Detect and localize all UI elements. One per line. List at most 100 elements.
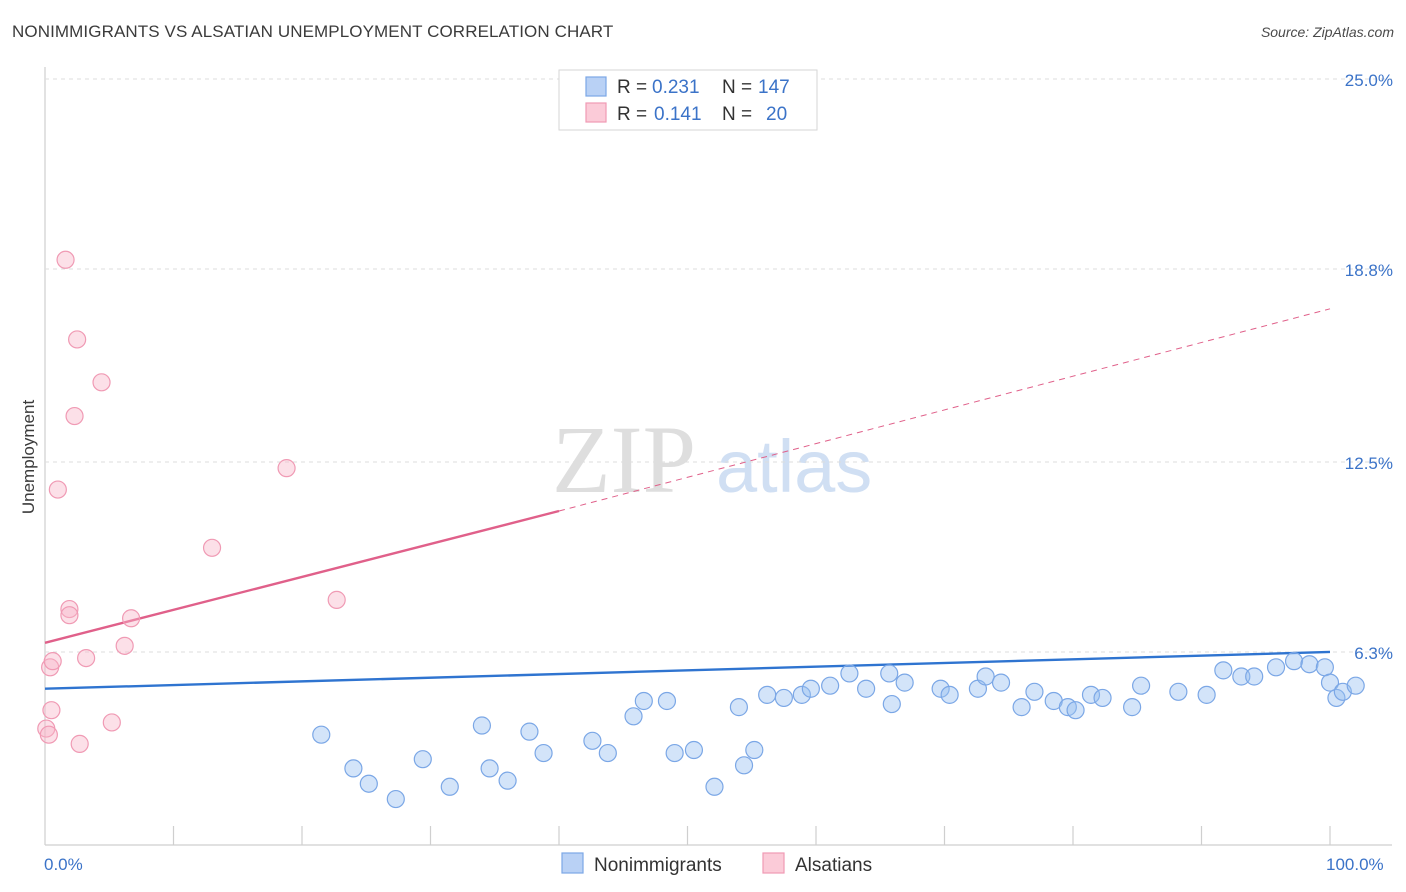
nonimmigrants-point — [583, 731, 602, 750]
nonimmigrants-point — [498, 771, 517, 790]
nonimmigrants-point — [729, 698, 749, 717]
legend-n-label-2: N = — [722, 104, 752, 125]
nonimmigrants-point — [1284, 652, 1304, 671]
nonimmigrants-point — [931, 679, 950, 698]
x-max-label: 100.0% — [1326, 855, 1384, 874]
nonimmigrants-point — [472, 716, 491, 735]
nonimmigrants-point — [534, 743, 553, 763]
nonimmigrants-point — [1012, 698, 1031, 717]
alsatians-point — [65, 406, 84, 426]
nonimmigrants-point — [840, 664, 859, 683]
series-label-alsatians: Alsatians — [795, 855, 872, 876]
nonimmigrants-point — [1081, 685, 1101, 704]
chart-title: NONIMMIGRANTS VS ALSATIAN UNEMPLOYMENT C… — [12, 22, 614, 41]
nonimmigrants-point — [705, 777, 724, 796]
x-min-label: 0.0% — [44, 855, 83, 874]
y-axis-label: Unemployment — [19, 400, 38, 515]
nonimmigrants-point — [1320, 673, 1340, 692]
nonimmigrants-point — [1066, 701, 1085, 720]
nonimmigrants-point — [1197, 685, 1216, 704]
nonimmigrants-point — [344, 759, 363, 778]
y-tick-label: 12.5% — [1345, 454, 1393, 473]
alsatians-point — [115, 636, 134, 655]
nonimmigrants-point — [1315, 658, 1334, 677]
nonimmigrants-point — [880, 664, 899, 683]
nonimmigrants-point — [634, 691, 653, 711]
alsatians-point — [42, 701, 61, 720]
nonimmigrants-point — [1123, 698, 1142, 717]
alsatians-point — [102, 713, 121, 732]
nonimmigrants-point — [1266, 658, 1286, 677]
data-points — [37, 250, 1365, 809]
alsatians-point — [60, 599, 79, 619]
series-legend: Nonimmigrants Alsatians — [561, 852, 872, 876]
alsatians-point — [68, 330, 87, 349]
series-label-nonimmigrants: Nonimmigrants — [594, 855, 722, 876]
trend-line-alsatians — [44, 509, 560, 644]
y-tick-labels: 6.3% 12.5% 18.8% 25.0% — [1345, 71, 1393, 663]
nonimmigrants-point — [774, 688, 793, 708]
legend-r-value-2: 0.141 — [654, 104, 702, 125]
x-tick-marks — [172, 826, 1331, 845]
nonimmigrants-point — [386, 789, 405, 809]
nonimmigrants-point — [976, 667, 995, 686]
trend-lines — [44, 308, 1331, 690]
y-tick-label: 6.3% — [1354, 644, 1393, 663]
nonimmigrants-point — [792, 685, 811, 704]
legend-r-value-1: 0.231 — [652, 77, 700, 98]
nonimmigrants-point — [598, 743, 617, 763]
y-tick-label: 18.8% — [1345, 261, 1393, 280]
alsatians-point — [327, 590, 346, 609]
alsatians-point — [277, 459, 296, 478]
nonimmigrants-point — [1245, 667, 1264, 686]
alsatians-point — [60, 606, 79, 625]
legend-swatch-pink — [585, 102, 607, 123]
chart-source: Source: ZipAtlas.com — [1260, 24, 1394, 40]
nonimmigrants-point — [940, 685, 959, 704]
nonimmigrants-point — [1232, 667, 1251, 686]
legend-n-value-2: 20 — [766, 104, 787, 125]
y-tick-label: 25.0% — [1345, 71, 1393, 90]
nonimmigrants-point — [657, 691, 677, 711]
correlation-legend: R = 0.231 N = 147 R = 0.141 N = 20 — [558, 69, 818, 131]
alsatians-point — [39, 725, 58, 744]
alsatians-point — [202, 538, 222, 557]
nonimmigrants-point — [801, 679, 820, 698]
alsatians-point — [43, 652, 62, 671]
legend-r-label-1: R = — [617, 77, 647, 98]
nonimmigrants-point — [624, 707, 643, 726]
watermark: ZIP atlas — [552, 406, 872, 513]
series-swatch-alsatians — [762, 852, 785, 874]
alsatians-point — [70, 734, 89, 753]
legend-n-label-1: N = — [722, 77, 752, 98]
nonimmigrants-point — [758, 685, 777, 704]
alsatians-point — [56, 250, 75, 269]
nonimmigrants-point — [312, 725, 331, 744]
nonimmigrants-point — [1132, 676, 1151, 695]
nonimmigrants-point — [1025, 682, 1044, 701]
watermark-zip: ZIP — [552, 406, 696, 513]
series-swatch-nonimmigrants — [561, 852, 584, 874]
nonimmigrants-point — [480, 759, 499, 778]
nonimmigrants-point — [1093, 688, 1112, 708]
legend-n-value-1: 147 — [758, 77, 790, 98]
nonimmigrants-point — [821, 676, 840, 695]
watermark-atlas: atlas — [716, 425, 872, 508]
nonimmigrants-point — [1169, 682, 1188, 701]
nonimmigrants-point — [1214, 661, 1233, 680]
trend-line-alsatians — [558, 308, 1331, 512]
nonimmigrants-point — [882, 694, 901, 714]
nonimmigrants-point — [857, 679, 876, 698]
nonimmigrants-point — [520, 722, 539, 741]
nonimmigrants-point — [665, 743, 684, 763]
nonimmigrants-point — [1346, 676, 1365, 695]
grid-lines — [45, 78, 1392, 653]
trend-line-nonimmigrants — [44, 650, 1331, 690]
nonimmigrants-point — [684, 740, 704, 760]
alsatians-point — [48, 480, 67, 499]
legend-swatch-blue — [585, 76, 607, 97]
nonimmigrants-point — [359, 774, 378, 793]
nonimmigrants-point — [1300, 655, 1319, 674]
nonimmigrants-point — [745, 740, 764, 760]
